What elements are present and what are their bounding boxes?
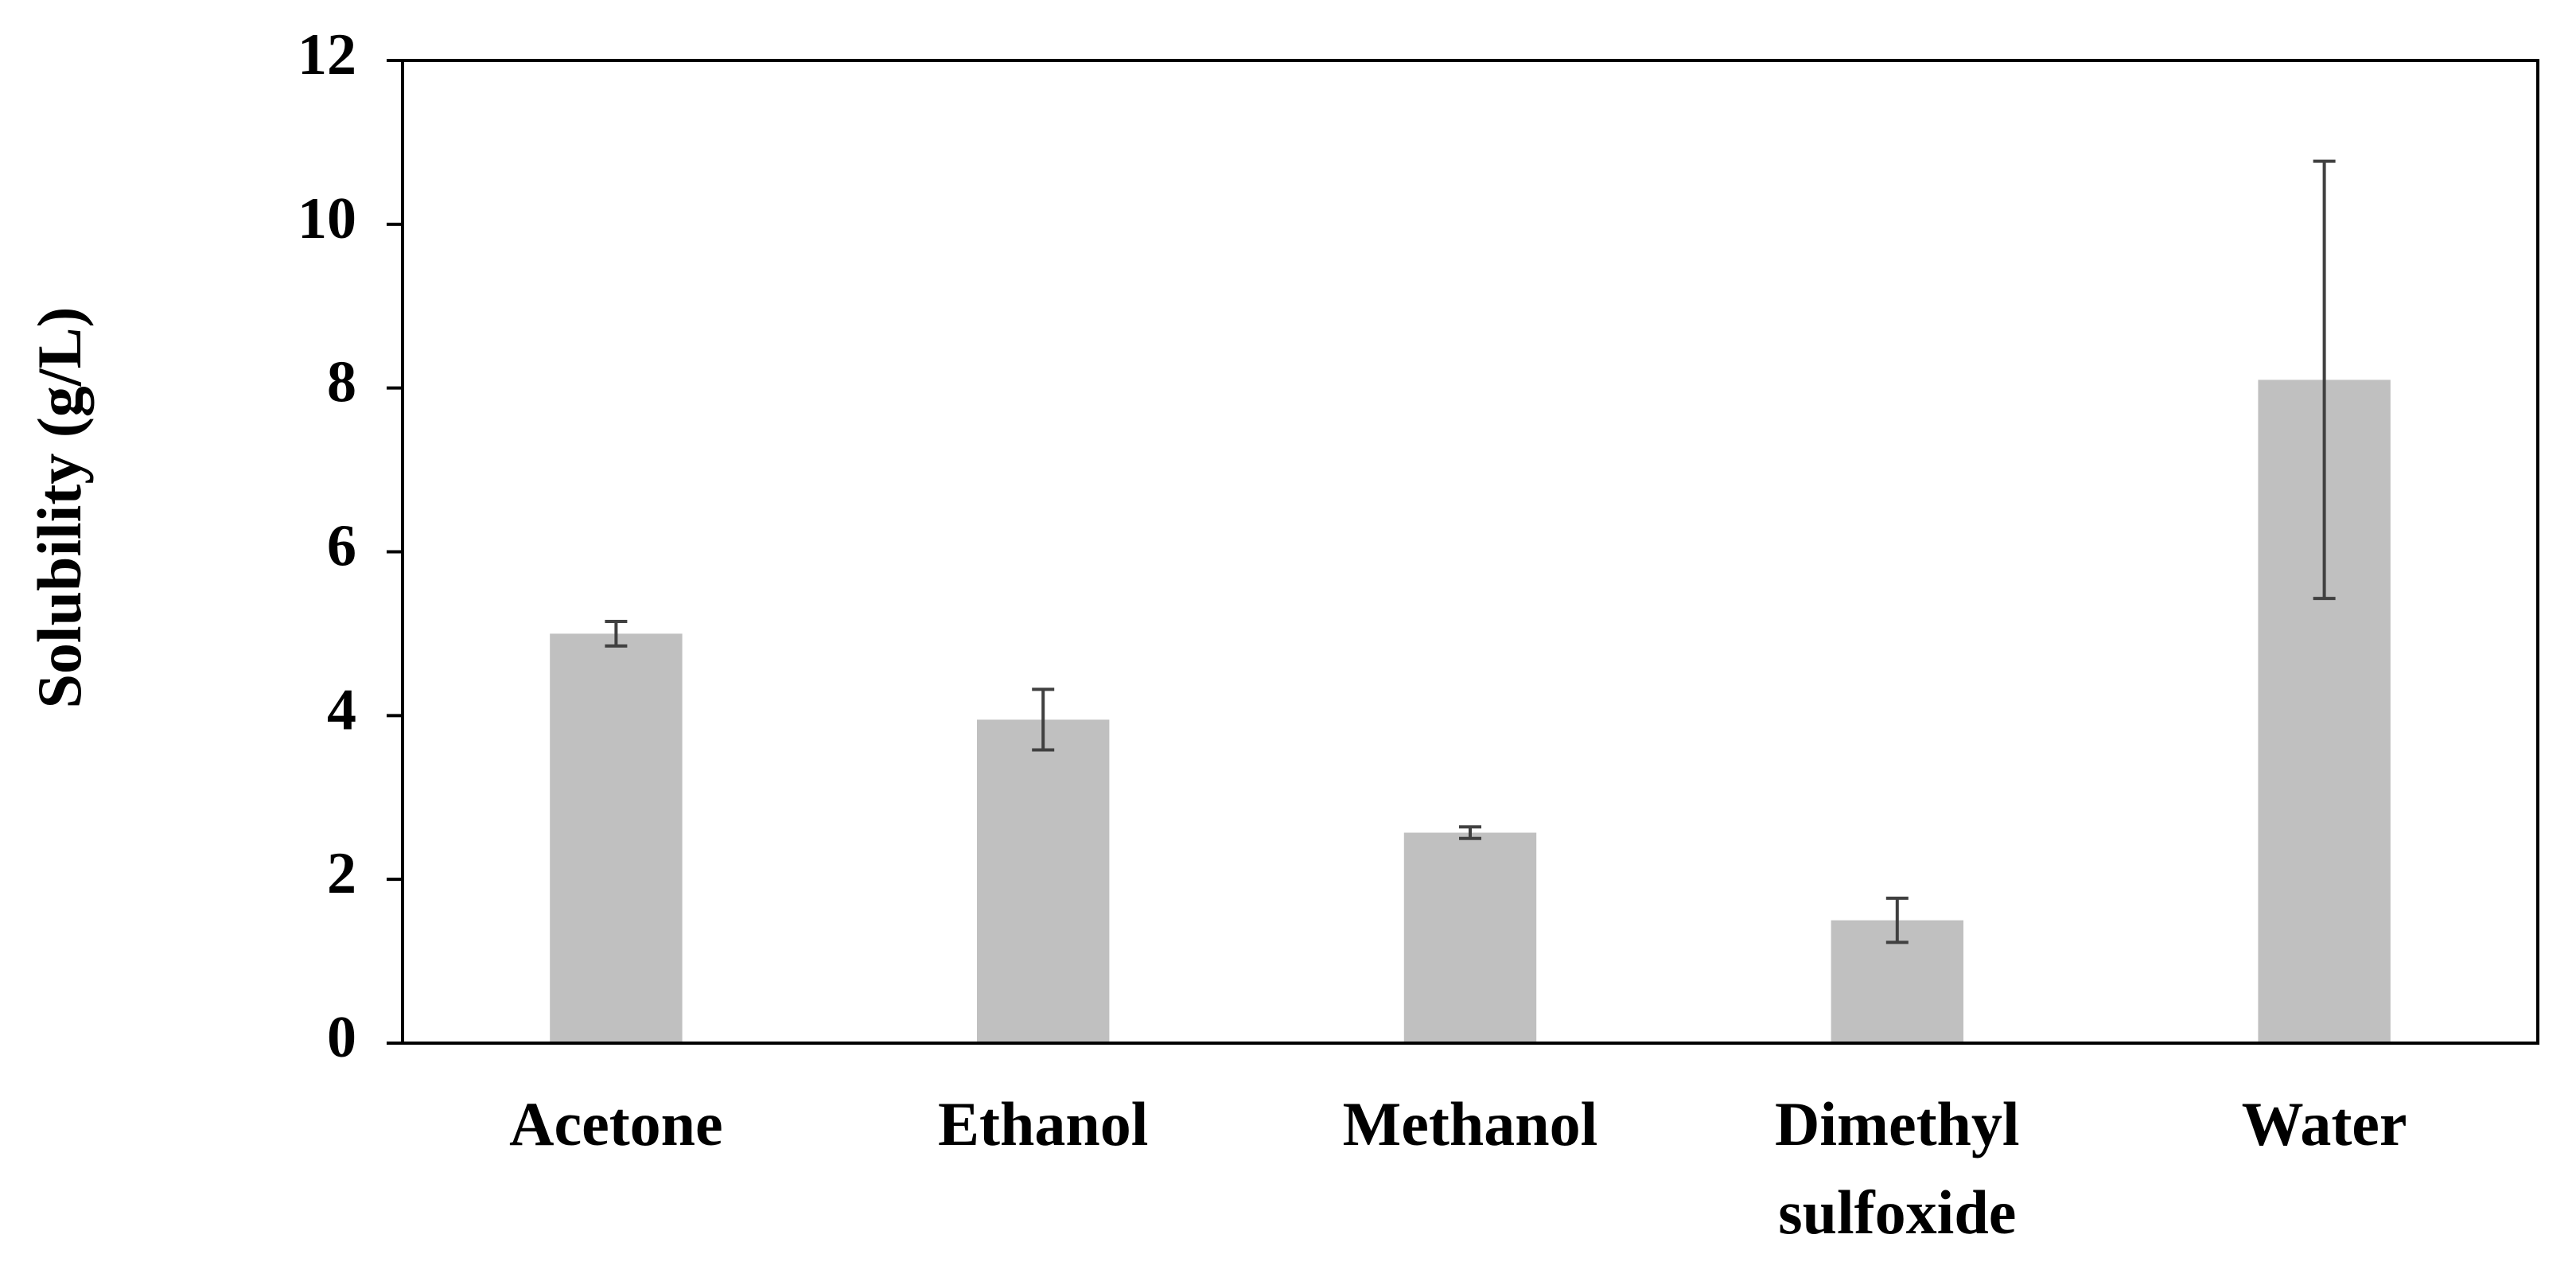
y-tick-label: 12 (298, 22, 356, 88)
y-tick-label: 4 (327, 677, 356, 742)
error-bar (1459, 825, 1481, 840)
error-bar (1885, 896, 1909, 944)
x-tick-label: Acetone (509, 1089, 723, 1158)
y-tick-label: 10 (298, 186, 356, 251)
x-tick-label: Ethanol (938, 1089, 1148, 1158)
bar (976, 719, 1110, 1043)
y-tick-label: 0 (327, 1005, 356, 1070)
bar (1403, 832, 1537, 1043)
y-tick-label: 6 (327, 513, 356, 578)
x-tick-label: Water (2242, 1089, 2407, 1158)
y-axis-label: Solubility (g/L) (25, 307, 94, 709)
x-tick-label: Dimethyl sulfoxide (1775, 1089, 2020, 1247)
error-bar (605, 619, 628, 648)
plot-frame (401, 59, 2539, 1045)
error-bar (1032, 687, 1055, 752)
bar (550, 633, 683, 1043)
y-tick-label: 2 (327, 841, 356, 906)
error-bar (2313, 159, 2336, 601)
x-tick-label: Methanol (1343, 1089, 1598, 1158)
y-tick-label: 8 (327, 350, 356, 415)
